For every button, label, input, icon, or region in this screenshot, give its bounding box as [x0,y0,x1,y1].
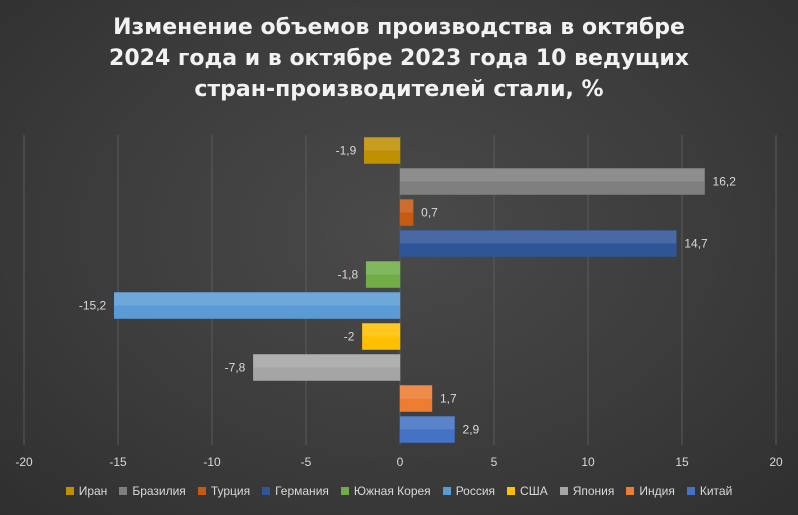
legend-swatch [442,487,451,495]
bar-highlight-9 [400,385,432,399]
bar-8 [253,354,401,381]
legend-item: Россия [442,484,496,498]
x-tick-label: 15 [675,455,689,469]
legend-item: Турция [197,484,251,498]
bar-6 [113,292,401,319]
legend-swatch [559,487,568,495]
legend-label: Индия [639,484,675,498]
legend: Иран Бразилия Турция Германия Южная Корея Рос… [0,484,798,498]
legend-item: США [507,484,548,498]
legend-item: Южная Корея [340,484,431,498]
legend-swatch [119,487,128,495]
x-tick-label: -15 [109,455,127,469]
legend-item: Германия [262,484,329,498]
data-label-4: 14,7 [684,237,708,251]
chart-title: Изменение объемов производства в октябре… [0,12,798,105]
legend-label: США [520,484,548,498]
bar-5 [365,261,401,288]
data-label-8: -7,8 [225,361,246,375]
chart-title-line-3: стран-производителей стали, % [194,77,604,102]
legend-swatch [340,487,349,495]
x-tick-label: 20 [769,455,783,469]
x-tick-label: -10 [203,455,221,469]
bar-1 [364,137,401,164]
legend-swatch [262,487,271,495]
x-tick-label: 5 [491,455,498,469]
x-tick-label: -5 [301,455,312,469]
data-label-6: -15,2 [79,299,107,313]
legend-label: Россия [455,484,496,498]
bar-4 [399,230,677,257]
bar-highlight-4 [400,230,677,244]
data-label-9: 1,7 [440,392,457,406]
data-label-7: -2 [344,330,355,344]
legend-item: Китай [686,484,733,498]
legend-label: Япония [572,484,615,498]
legend-swatch [65,487,74,495]
legend-swatch [197,487,206,495]
bar-highlight-1 [364,137,400,151]
chart-title-line-1: Изменение объемов производства в октябре [113,15,685,40]
data-label-2: 16,2 [713,175,737,189]
legend-label: Китай [699,484,733,498]
legend-swatch [507,487,516,495]
legend-item: Индия [626,484,675,498]
chart-title-line-2: 2024 года и в октябре 2023 года 10 ведущ… [109,46,689,71]
legend-swatch [686,487,695,495]
legend-item: Бразилия [119,484,186,498]
legend-item: Япония [559,484,615,498]
data-label-5: -1,8 [337,268,358,282]
legend-item: Иран [65,484,108,498]
bar-2 [399,168,705,195]
bar-9 [399,385,433,412]
bar-10 [399,416,455,443]
bar-highlight-3 [400,199,414,213]
legend-swatch [626,487,635,495]
x-tick-label: -20 [15,455,33,469]
bar-highlight-7 [362,323,400,337]
bar-7 [362,323,401,350]
bar-highlight-10 [400,416,455,430]
bar-highlight-2 [400,168,705,182]
legend-label: Бразилия [132,484,186,498]
legend-label: Южная Корея [353,484,431,498]
legend-label: Германия [275,484,329,498]
bar-highlight-6 [114,292,401,306]
x-tick-label: 0 [397,455,404,469]
x-tick-label: 10 [581,455,595,469]
bar-3 [399,199,414,226]
legend-label: Иран [78,484,108,498]
data-label-10: 2,9 [463,423,480,437]
legend-label: Турция [210,484,251,498]
bar-highlight-5 [366,261,400,275]
data-label-3: 0,7 [421,206,438,220]
bar-highlight-8 [253,354,400,368]
data-label-1: -1,9 [336,144,357,158]
